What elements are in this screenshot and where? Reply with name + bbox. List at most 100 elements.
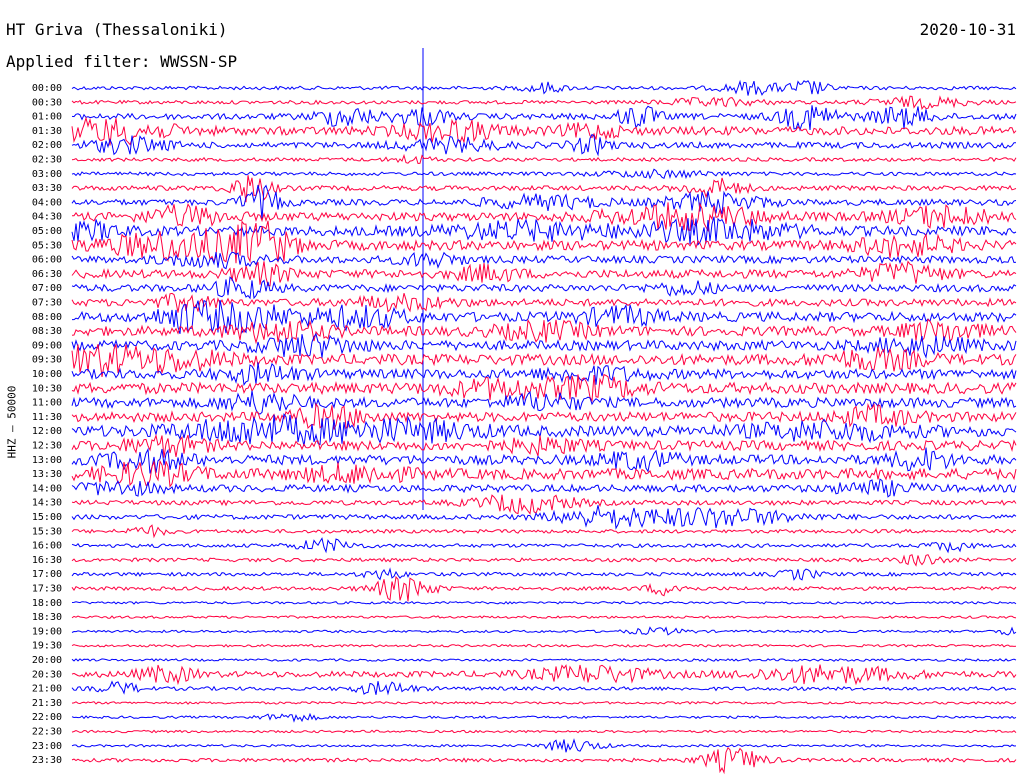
time-label: 16:30	[32, 555, 62, 566]
time-label: 20:30	[32, 669, 62, 680]
time-label: 06:00	[32, 255, 62, 266]
trace-1330	[71, 459, 1017, 488]
time-label: 01:30	[32, 126, 62, 137]
time-label: 12:30	[32, 441, 62, 452]
trace-2130	[71, 701, 1017, 705]
trace-0800	[72, 299, 1017, 334]
time-label: 20:00	[32, 655, 62, 666]
trace-0730	[71, 292, 1017, 313]
trace-1430	[71, 494, 1017, 515]
trace-0200	[71, 133, 1016, 157]
trace-1630	[71, 554, 1017, 567]
time-label: 18:00	[32, 598, 62, 609]
trace-1800	[71, 600, 1017, 605]
trace-0100	[71, 105, 1017, 132]
trace-0300	[71, 168, 1017, 180]
time-label: 11:00	[32, 398, 62, 409]
time-label: 15:30	[32, 526, 62, 537]
trace-0830	[71, 318, 1017, 345]
time-label: 17:00	[32, 569, 62, 580]
time-labels: 00:00 00:30 01:00 01:30 02:00 02:30 03:00 03:30…	[32, 83, 62, 766]
trace-0030	[71, 95, 1017, 111]
time-label: 16:00	[32, 541, 62, 552]
time-label: 03:30	[32, 183, 62, 194]
trace-1230	[71, 433, 1017, 458]
time-label: 18:30	[32, 612, 62, 623]
trace-2200	[71, 712, 1017, 723]
trace-0600	[71, 251, 1017, 270]
time-label: 00:30	[32, 97, 62, 108]
time-label: 02:00	[32, 140, 62, 151]
time-label: 04:00	[32, 197, 62, 208]
trace-1300	[71, 447, 1017, 474]
station-title: HT Griva (Thessaloniki)	[6, 20, 228, 39]
time-label: 06:30	[32, 269, 62, 280]
trace-0700	[71, 276, 1017, 300]
time-label: 14:00	[32, 483, 62, 494]
trace-0500	[71, 216, 1017, 246]
trace-1730	[71, 575, 1017, 602]
trace-0430	[72, 202, 1017, 233]
trace-1500	[71, 505, 1017, 530]
time-label: 05:30	[32, 240, 62, 251]
trace-0630	[71, 260, 1017, 287]
trace-2000	[71, 658, 1017, 662]
trace-2230	[71, 729, 1017, 734]
trace-0230	[71, 153, 1017, 165]
time-label: 07:00	[32, 283, 62, 294]
time-label: 15:00	[32, 512, 62, 523]
trace-0330	[71, 175, 1017, 203]
trace-2330	[71, 746, 1017, 775]
trace-0930	[71, 344, 1017, 377]
time-label: 05:00	[32, 226, 62, 237]
time-label: 07:30	[32, 298, 62, 309]
trace-0000	[71, 79, 1017, 96]
time-label: 17:30	[32, 584, 62, 595]
time-label: 08:30	[32, 326, 62, 337]
trace-1100	[71, 390, 1017, 415]
trace-1600	[71, 537, 1017, 554]
date-label: 2020-10-31	[919, 20, 1016, 39]
time-label: 22:30	[32, 727, 62, 738]
time-label: 19:30	[32, 641, 62, 652]
trace-0400	[71, 184, 1017, 221]
time-label: 04:30	[32, 212, 62, 223]
trace-2030	[71, 664, 1017, 686]
time-label: 02:30	[32, 155, 62, 166]
time-label: 08:00	[32, 312, 62, 323]
time-label: 13:30	[32, 469, 62, 480]
trace-1030	[71, 373, 1017, 403]
time-label: 23:30	[32, 755, 62, 766]
time-label: 21:30	[32, 698, 62, 709]
trace-1530	[71, 524, 1017, 539]
time-label: 21:00	[32, 684, 62, 695]
trace-1700	[71, 567, 1017, 581]
filter-label: Applied filter: WWSSN-SP	[6, 52, 238, 71]
trace-0900	[71, 332, 1017, 359]
trace-2100	[71, 680, 1017, 696]
trace-0130	[71, 116, 1017, 146]
trace-1400	[71, 478, 1017, 498]
trace-1200	[71, 413, 1017, 447]
trace-1900	[71, 626, 1017, 636]
time-label: 10:00	[32, 369, 62, 380]
time-label: 22:00	[32, 712, 62, 723]
time-label: 23:00	[32, 741, 62, 752]
trace-1930	[71, 643, 1017, 648]
trace-1830	[71, 615, 1017, 619]
time-label: 11:30	[32, 412, 62, 423]
time-label: 12:00	[32, 426, 62, 437]
time-label: 09:30	[32, 355, 62, 366]
time-label: 03:00	[32, 169, 62, 180]
trace-0530	[71, 220, 1017, 264]
time-label: 14:30	[32, 498, 62, 509]
trace-1000	[71, 362, 1017, 387]
time-label: 13:00	[32, 455, 62, 466]
time-label: 19:00	[32, 626, 62, 637]
time-label: 01:00	[32, 112, 62, 123]
time-label: 00:00	[32, 83, 62, 94]
seismogram-traces	[71, 48, 1017, 775]
trace-2300	[71, 738, 1017, 753]
time-label: 10:30	[32, 383, 62, 394]
